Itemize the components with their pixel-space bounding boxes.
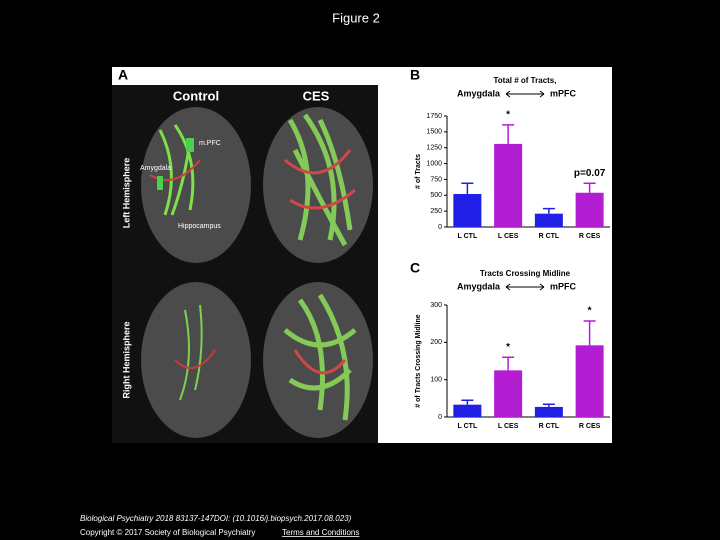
y-tick-label: 100: [430, 377, 442, 384]
error-bar: [542, 403, 555, 407]
error-bar: [502, 356, 515, 371]
error-bar: [461, 182, 474, 195]
column-label: CES: [303, 88, 330, 103]
panel-label: A: [118, 67, 128, 83]
citation: Biological Psychiatry 2018 83137-147DOI:…: [80, 514, 352, 523]
bar: [453, 404, 482, 417]
y-axis-label: # of Tracts Crossing Midline: [415, 314, 422, 407]
panel-label: B: [410, 67, 420, 83]
column-label: Control: [173, 88, 219, 103]
error-bar: [542, 207, 555, 214]
y-tick-label: 200: [430, 339, 442, 346]
chart-subtitle: Amygdala: [457, 281, 501, 291]
bar: [575, 192, 604, 227]
y-tick-label: 1750: [426, 113, 442, 120]
annotation: p=0.07: [574, 168, 606, 179]
arrow: [505, 90, 545, 98]
bar: [494, 370, 523, 417]
y-tick-label: 250: [430, 208, 442, 215]
x-tick-label: L CES: [498, 423, 519, 430]
y-tick-label: 0: [438, 414, 442, 421]
y-tick-label: 300: [430, 302, 442, 309]
y-axis-label: # of Tracts: [415, 154, 422, 189]
y-tick-label: 500: [430, 192, 442, 199]
bar: [534, 213, 563, 227]
bar: [575, 345, 604, 417]
bar: [453, 194, 482, 227]
error-bar: [461, 399, 474, 405]
x-tick-label: L CTL: [458, 233, 478, 240]
x-tick-label: L CES: [498, 233, 519, 240]
chart-subtitle: mPFC: [550, 88, 577, 98]
bar: [534, 406, 563, 417]
row-label: Left Hemisphere: [121, 158, 131, 229]
panel-a-header: [112, 67, 378, 85]
region-label: Amygdala: [140, 165, 171, 172]
brain-images: [141, 107, 373, 438]
x-tick-label: R CTL: [539, 233, 560, 240]
copyright: Copyright © 2017 Society of Biological P…: [80, 528, 255, 537]
annotation: *: [506, 342, 510, 353]
y-tick-label: 1000: [426, 160, 442, 167]
panel-label: C: [410, 260, 420, 276]
bar: [494, 143, 523, 227]
x-tick-label: L CTL: [458, 423, 478, 430]
annotation: *: [506, 110, 510, 121]
region-label: m.PFC: [199, 140, 221, 147]
slide-title: Figure 2: [332, 10, 380, 25]
arrow: [505, 283, 545, 291]
error-bar: [502, 124, 515, 144]
chart-title: Tracts Crossing Midline: [480, 269, 571, 278]
row-label: Right Hemisphere: [121, 321, 131, 398]
y-tick-label: 1250: [426, 145, 442, 152]
chart-subtitle: Amygdala: [457, 88, 501, 98]
x-tick-label: R CTL: [539, 423, 560, 430]
error-bar: [583, 182, 596, 193]
chart-subtitle: mPFC: [550, 281, 577, 291]
x-tick-label: R CES: [579, 233, 601, 240]
region-label: Hippocampus: [178, 223, 221, 230]
annotation: *: [588, 306, 592, 317]
y-tick-label: 1500: [426, 129, 442, 136]
terms-link[interactable]: Terms and Conditions: [282, 528, 359, 537]
error-bar: [583, 320, 596, 346]
chart-title: Total # of Tracts,: [494, 76, 557, 85]
y-tick-label: 750: [430, 176, 442, 183]
y-tick-label: 0: [438, 224, 442, 231]
x-tick-label: R CES: [579, 423, 601, 430]
